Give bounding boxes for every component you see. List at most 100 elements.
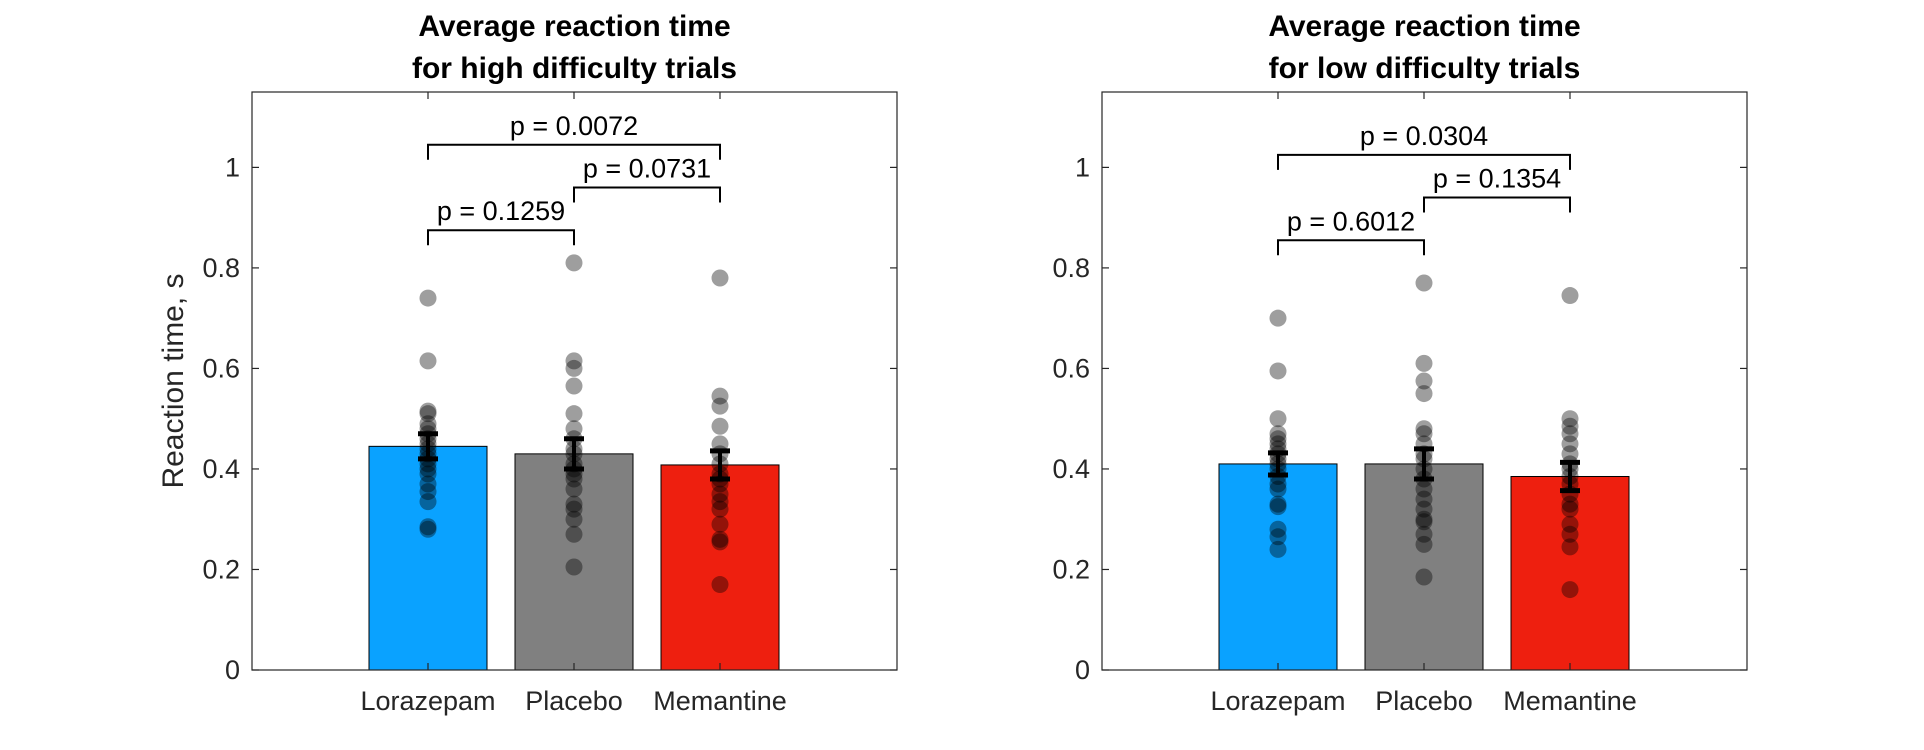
data-point xyxy=(1561,445,1579,463)
data-point xyxy=(1415,500,1433,518)
data-point xyxy=(1561,410,1579,428)
data-point xyxy=(1561,435,1579,453)
data-point xyxy=(711,387,729,405)
data-point xyxy=(711,397,729,415)
x-tick-label: Memantine xyxy=(653,686,787,716)
y-axis-label: Reaction time, s xyxy=(157,273,190,488)
data-point xyxy=(1415,480,1433,498)
data-point xyxy=(419,405,437,423)
chart-panel-2: Average reaction time for low difficulty … xyxy=(1052,10,1748,716)
y-tick-label: 0.2 xyxy=(202,554,240,584)
data-point xyxy=(565,405,583,423)
data-point xyxy=(1415,425,1433,443)
significance-bracket xyxy=(1277,239,1425,256)
data-point xyxy=(419,520,437,538)
data-point xyxy=(1415,513,1433,531)
data-point xyxy=(711,576,729,594)
data-point xyxy=(1415,420,1433,438)
data-point xyxy=(711,435,729,453)
data-point xyxy=(419,415,437,433)
data-point xyxy=(565,510,583,528)
data-point xyxy=(419,483,437,501)
data-point xyxy=(1269,410,1287,428)
data-point xyxy=(565,420,583,438)
data-point xyxy=(565,480,583,498)
data-point xyxy=(1415,525,1433,543)
data-point xyxy=(419,493,437,511)
significance-bracket xyxy=(1277,153,1571,170)
y-tick-label: 0.8 xyxy=(1052,253,1090,283)
y-tick-label: 1 xyxy=(1075,152,1090,182)
data-point xyxy=(1561,500,1579,518)
data-point xyxy=(1269,362,1287,380)
data-point xyxy=(1269,528,1287,546)
x-tick-label: Placebo xyxy=(525,686,623,716)
data-point xyxy=(565,254,583,272)
data-point xyxy=(565,558,583,576)
significance-bracket xyxy=(427,229,575,246)
data-point xyxy=(1561,581,1579,599)
data-point xyxy=(419,289,437,307)
data-point xyxy=(1269,475,1287,493)
data-point xyxy=(711,500,729,518)
data-point xyxy=(565,352,583,370)
data-point xyxy=(711,530,729,548)
chart-panel-1: Average reaction time for high difficulty… xyxy=(157,10,898,716)
p-value-label: p = 0.1354 xyxy=(1433,164,1561,194)
data-point xyxy=(419,465,437,483)
data-point xyxy=(711,533,729,551)
bar-lorazepam xyxy=(368,445,488,671)
data-point xyxy=(711,493,729,511)
y-tick-label: 0.4 xyxy=(1052,454,1090,484)
data-point xyxy=(711,485,729,503)
data-point xyxy=(1269,540,1287,558)
chart-title-line: for low difficulty trials xyxy=(1269,52,1581,85)
data-point xyxy=(419,518,437,536)
data-point xyxy=(565,495,583,513)
data-point xyxy=(1269,430,1287,448)
y-tick-label: 0 xyxy=(1075,655,1090,685)
bar-placebo xyxy=(1364,463,1484,671)
data-point xyxy=(1415,354,1433,372)
data-point xyxy=(1561,495,1579,513)
p-value-label: p = 0.0731 xyxy=(583,153,711,183)
p-value-label: p = 0.0072 xyxy=(510,111,638,141)
y-tick-label: 0.6 xyxy=(1052,353,1090,383)
data-point xyxy=(1269,498,1287,516)
chart-title-line: Average reaction time xyxy=(1268,10,1580,43)
data-point xyxy=(419,352,437,370)
data-point xyxy=(1561,515,1579,533)
data-point xyxy=(1561,287,1579,305)
chart-title-line: for high difficulty trials xyxy=(412,52,737,85)
x-tick-label: Lorazepam xyxy=(360,686,495,716)
data-point xyxy=(1561,525,1579,543)
data-point xyxy=(1269,425,1287,443)
data-point xyxy=(711,269,729,287)
y-tick-label: 0.2 xyxy=(1052,554,1090,584)
data-point xyxy=(419,475,437,493)
data-point xyxy=(1269,520,1287,538)
data-point xyxy=(565,525,583,543)
x-tick-label: Placebo xyxy=(1375,686,1473,716)
data-point xyxy=(1269,309,1287,327)
data-point xyxy=(419,460,437,478)
data-point xyxy=(1561,425,1579,443)
y-tick-label: 1 xyxy=(225,152,240,182)
significance-bracket xyxy=(573,186,721,203)
data-point xyxy=(565,377,583,395)
data-point xyxy=(1269,435,1287,453)
p-value-label: p = 0.0304 xyxy=(1360,121,1488,151)
x-tick-label: Lorazepam xyxy=(1210,686,1345,716)
data-point xyxy=(1415,372,1433,390)
significance-bracket xyxy=(1423,196,1571,213)
bar-memantine xyxy=(1510,475,1630,671)
data-point xyxy=(565,500,583,518)
data-point xyxy=(1415,274,1433,292)
bar-lorazepam xyxy=(1218,463,1338,671)
data-point xyxy=(565,359,583,377)
p-value-label: p = 0.6012 xyxy=(1287,206,1415,236)
data-point xyxy=(1415,385,1433,403)
y-tick-label: 0.6 xyxy=(202,353,240,383)
data-point xyxy=(1561,538,1579,556)
bar-placebo xyxy=(514,453,634,671)
